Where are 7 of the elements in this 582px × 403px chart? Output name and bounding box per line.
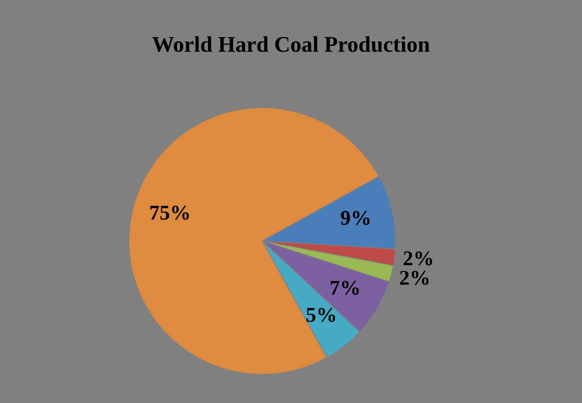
data-label: 2% [404, 251, 432, 266]
data-label: 7% [330, 280, 359, 295]
chart-title: World Hard Coal Production [152, 36, 430, 52]
data-label: 75% [150, 206, 189, 220]
data-label: 9% [340, 210, 370, 225]
data-label: 2% [400, 270, 429, 285]
data-label: 5% [306, 308, 336, 322]
